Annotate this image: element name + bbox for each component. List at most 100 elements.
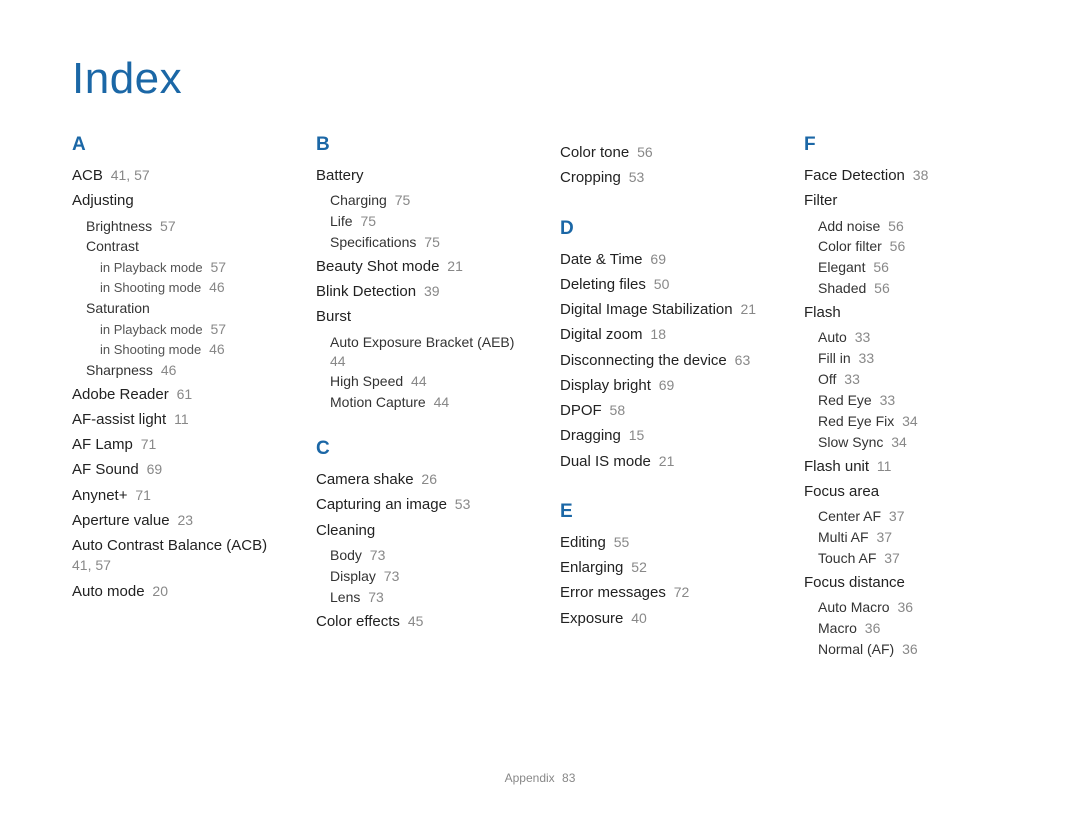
- index-item-pages: 36: [861, 620, 880, 636]
- index-sub1: Multi AF 37: [818, 528, 1020, 547]
- index-item-pages: 34: [898, 413, 917, 429]
- index-sub1: Add noise 56: [818, 217, 1020, 236]
- index-item-text: Auto: [818, 329, 847, 345]
- index-sub1: Color filter 56: [818, 237, 1020, 256]
- index-item-text: Add noise: [818, 218, 880, 234]
- index-item-pages: 46: [157, 362, 176, 378]
- page-title: Index: [72, 54, 1020, 104]
- page-footer: Appendix 83: [0, 771, 1080, 785]
- index-item-text: Body: [330, 547, 362, 563]
- index-entry: Flash unit 11: [804, 457, 1020, 477]
- index-sub2: in Playback mode 57: [100, 258, 288, 277]
- index-entry: Error messages 72: [560, 583, 776, 603]
- index-item-pages: 39: [420, 283, 439, 299]
- index-entry: Enlarging 52: [560, 558, 776, 578]
- index-sub2: in Playback mode 57: [100, 320, 288, 339]
- index-entry: Beauty Shot mode 21: [316, 257, 532, 277]
- index-item-text: Digital zoom: [560, 326, 643, 343]
- index-sub1: Red Eye Fix 34: [818, 412, 1020, 431]
- index-column: BBatteryCharging 75Life 75Specifications…: [316, 134, 532, 675]
- index-sub1: Body 73: [330, 546, 532, 565]
- index-entry: ACB 41, 57: [72, 166, 288, 186]
- index-item-text: High Speed: [330, 373, 403, 389]
- index-item-pages: 75: [357, 213, 376, 229]
- index-item-text: Macro: [818, 620, 857, 636]
- index-item-text: Auto Contrast Balance (ACB): [72, 537, 267, 554]
- index-item-text: Camera shake: [316, 471, 414, 488]
- index-item-text: Color effects: [316, 613, 400, 630]
- index-entry: Adjusting: [72, 191, 288, 211]
- index-item-pages: 69: [647, 251, 666, 267]
- index-item-pages: 23: [174, 512, 193, 528]
- index-sub1: Shaded 56: [818, 279, 1020, 298]
- index-item-text: Color tone: [560, 144, 629, 161]
- index-item-text: Capturing an image: [316, 496, 447, 513]
- index-item-pages: 53: [625, 169, 644, 185]
- index-entry: Dual IS mode 21: [560, 452, 776, 472]
- index-item-text: Charging: [330, 192, 387, 208]
- index-item-text: Color filter: [818, 238, 882, 254]
- index-entry: Focus area: [804, 482, 1020, 502]
- index-column: AACB 41, 57AdjustingBrightness 57Contras…: [72, 134, 288, 675]
- index-item-text: Editing: [560, 534, 606, 551]
- index-item-pages: 33: [840, 371, 859, 387]
- index-sub1: Fill in 33: [818, 349, 1020, 368]
- index-item-pages: 72: [670, 584, 689, 600]
- index-column: FFace Detection 38FilterAdd noise 56Colo…: [804, 134, 1020, 675]
- index-sub1: Normal (AF) 36: [818, 640, 1020, 659]
- index-item-text: Date & Time: [560, 251, 643, 268]
- index-letter-heading: A: [72, 134, 288, 156]
- index-entry: Display bright 69: [560, 376, 776, 396]
- index-item-text: Digital Image Stabilization: [560, 301, 733, 318]
- index-sub1: Macro 36: [818, 619, 1020, 638]
- index-item-text: Blink Detection: [316, 283, 416, 300]
- index-item-pages: 56: [886, 238, 905, 254]
- index-entry: Filter: [804, 191, 1020, 211]
- index-item-text: Multi AF: [818, 529, 869, 545]
- index-item-text: in Playback mode: [100, 322, 203, 337]
- index-entry: Burst: [316, 307, 532, 327]
- index-item-pages: 69: [143, 461, 162, 477]
- index-item-pages: 37: [885, 508, 904, 524]
- index-item-text: Dragging: [560, 427, 621, 444]
- index-item-text: Anynet+: [72, 487, 127, 504]
- index-entry: Dragging 15: [560, 426, 776, 446]
- index-item-pages: 41, 57: [107, 167, 150, 183]
- index-item-pages: 37: [880, 550, 899, 566]
- index-item-text: Normal (AF): [818, 641, 894, 657]
- index-item-text: Center AF: [818, 508, 881, 524]
- index-item-pages: 36: [894, 599, 913, 615]
- index-item-text: Dual IS mode: [560, 453, 651, 470]
- page: Index AACB 41, 57AdjustingBrightness 57C…: [0, 0, 1080, 815]
- index-item-text: Red Eye: [818, 392, 872, 408]
- index-item-pages: 56: [869, 259, 888, 275]
- index-sub1: Elegant 56: [818, 258, 1020, 277]
- index-item-text: Auto mode: [72, 583, 145, 600]
- index-item-text: Aperture value: [72, 512, 170, 529]
- index-item-text: AF-assist light: [72, 411, 166, 428]
- index-item-text: Slow Sync: [818, 434, 883, 450]
- index-item-pages: 33: [876, 392, 895, 408]
- index-entry: Camera shake 26: [316, 470, 532, 490]
- index-entry: Adobe Reader 61: [72, 385, 288, 405]
- index-item-text: in Playback mode: [100, 260, 203, 275]
- index-letter-heading: C: [316, 438, 532, 460]
- index-item-pages: 52: [627, 559, 646, 575]
- index-item-pages: 21: [655, 453, 674, 469]
- index-item-text: Auto Exposure Bracket (AEB): [330, 334, 514, 350]
- index-item-pages: 46: [205, 279, 224, 295]
- index-item-pages: 61: [173, 386, 192, 402]
- index-sub1: Lens 73: [330, 588, 532, 607]
- index-entry: Face Detection 38: [804, 166, 1020, 186]
- index-item-pages: 71: [131, 487, 150, 503]
- index-entry: Battery: [316, 166, 532, 186]
- index-item-text: AF Sound: [72, 461, 139, 478]
- index-entry: Disconnecting the device 63: [560, 351, 776, 371]
- index-entry: Auto mode 20: [72, 582, 288, 602]
- index-item-text: Off: [818, 371, 836, 387]
- index-item-pages: 56: [884, 218, 903, 234]
- index-item-text: Flash: [804, 304, 841, 321]
- index-sub1: Sharpness 46: [86, 361, 288, 380]
- index-columns: AACB 41, 57AdjustingBrightness 57Contras…: [72, 134, 1020, 675]
- index-item-pages: 73: [364, 589, 383, 605]
